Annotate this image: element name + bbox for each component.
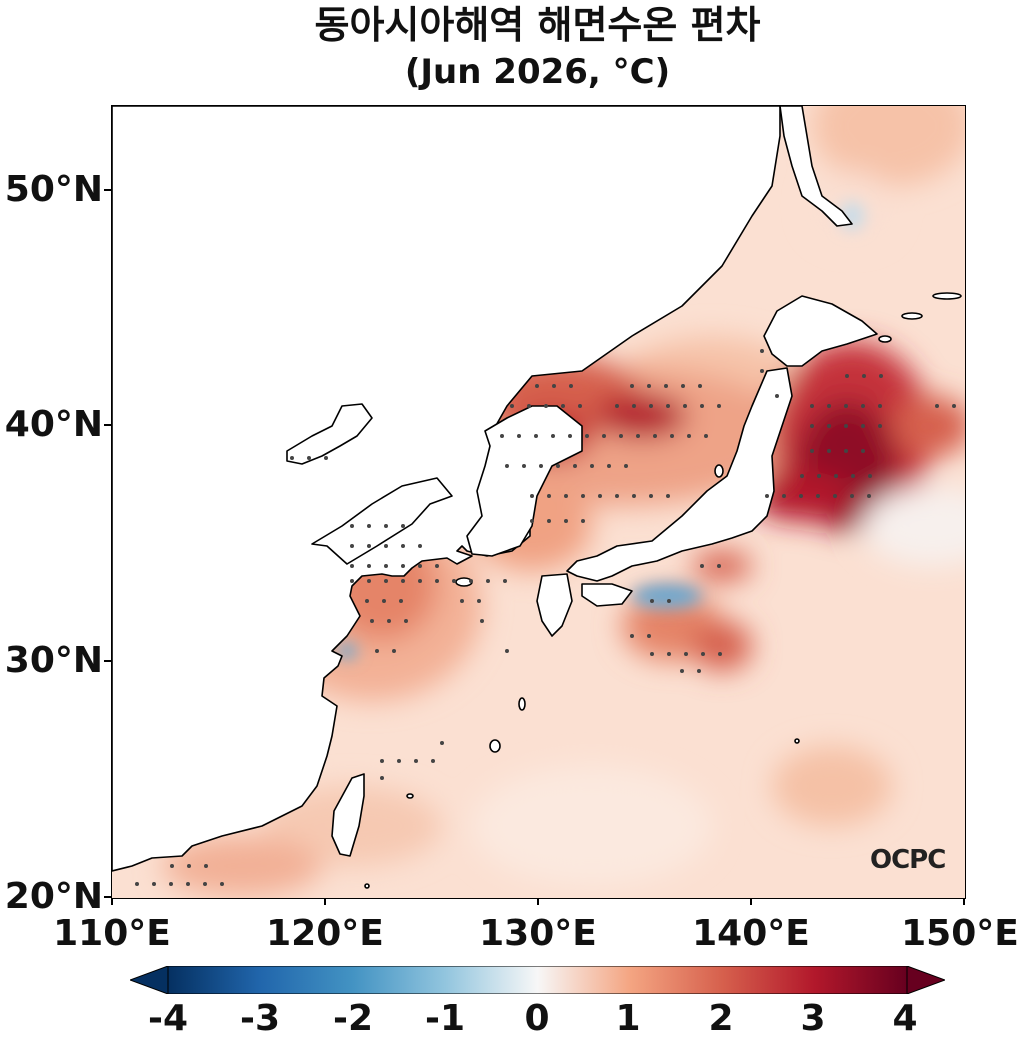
sst-anomaly-map	[111, 105, 966, 899]
colorbar-tick-4: 4	[892, 998, 918, 1039]
colorbar-tick-neg2: -2	[333, 998, 373, 1039]
colorbar-gradient	[167, 966, 908, 994]
lat-label-40n: 40°N	[4, 404, 103, 445]
lon-label-120e: 120°E	[266, 913, 384, 954]
taiwan	[331, 773, 365, 857]
honshu	[566, 367, 793, 582]
lat-label-20n: 20°N	[4, 876, 103, 917]
liaodong-peninsula	[286, 403, 373, 465]
lon-label-110e: 110°E	[53, 913, 171, 954]
lat-tick	[104, 896, 111, 898]
sakhalin	[779, 106, 853, 227]
map-subtitle: (Jun 2026, °C)	[404, 52, 671, 92]
lon-tick	[750, 898, 752, 905]
colorbar-tick-2: 2	[708, 998, 734, 1039]
shikoku	[581, 583, 633, 607]
map-canvas	[112, 106, 965, 898]
lat-tick	[104, 424, 111, 426]
hokkaido	[763, 295, 878, 367]
colorbar-min-extend	[130, 966, 169, 994]
significance-stippling	[135, 349, 956, 886]
sado-island	[714, 464, 724, 478]
land	[112, 106, 962, 889]
korean-peninsula	[466, 405, 583, 557]
lon-label-140e: 140°E	[692, 913, 810, 954]
ryukyu-islet	[518, 697, 526, 711]
lat-label-50n: 50°N	[4, 169, 103, 210]
colorbar	[130, 966, 945, 994]
colorbar-tick-3: 3	[800, 998, 826, 1039]
colorbar-tick-neg4: -4	[148, 998, 188, 1039]
lon-tick	[111, 898, 113, 905]
lon-label-150e: 150°E	[901, 913, 1019, 954]
map-title: 동아시아해역 해면수온 편차	[314, 3, 761, 47]
kuril-islet	[901, 312, 923, 320]
lon-label-130e: 130°E	[479, 913, 597, 954]
lon-tick	[963, 898, 965, 905]
lat-tick	[104, 189, 111, 191]
lat-tick	[104, 660, 111, 662]
colorbar-tick-neg1: -1	[425, 998, 465, 1039]
ryukyu-islet	[364, 883, 370, 889]
colorbar-tick-neg3: -3	[240, 998, 280, 1039]
shandong-peninsula	[311, 477, 453, 565]
colorbar-tick-0: 0	[524, 998, 550, 1039]
ocpc-logo: OCPC	[870, 845, 946, 875]
colorbar-tick-1: 1	[615, 998, 641, 1039]
lat-label-30n: 30°N	[4, 640, 103, 681]
lon-tick	[324, 898, 326, 905]
kyushu	[536, 573, 573, 637]
kuril-islet	[878, 335, 892, 343]
lon-tick	[537, 898, 539, 905]
colorbar-max-extend	[906, 966, 945, 994]
okinawa-island	[489, 739, 501, 753]
kuril-islet	[932, 292, 962, 300]
bonin-islet	[794, 738, 800, 744]
ryukyu-islet	[406, 793, 414, 799]
